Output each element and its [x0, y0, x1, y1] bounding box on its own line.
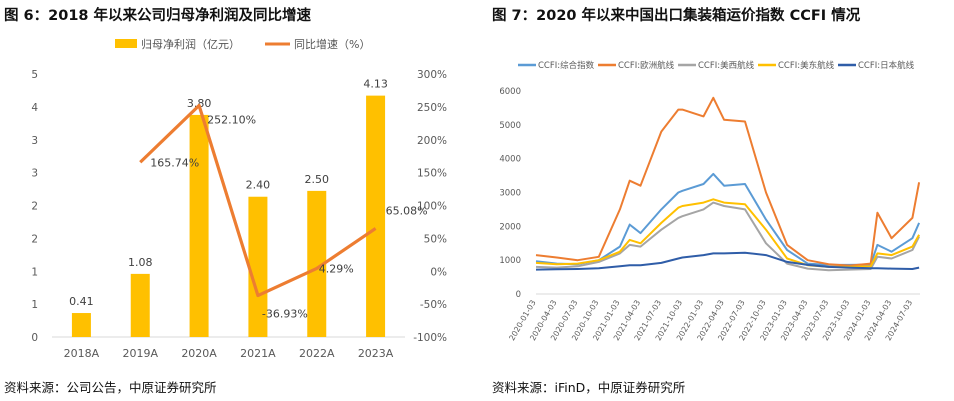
x-tick-label: 2023A [358, 347, 394, 360]
figure-6-source: 资料来源：公司公告，中原证券研究所 [4, 380, 217, 395]
y-right-tick-label: 300% [417, 69, 447, 81]
growth-value-label: 65.08% [386, 204, 428, 217]
y-left-tick-label: 5 [31, 69, 38, 81]
y-left-tick-label: 1 [31, 266, 38, 278]
figure-6-chart: 归母净利润（亿元） 同比增速（%） 5 4 3 3 2 2 1 1 0 300% 250% 200% 150… [31, 37, 447, 360]
legend-label: CCFI:欧洲航线 [618, 60, 675, 71]
figure-7-chart: CCFI:综合指数 CCFI:欧洲航线 CCFI:美西航线 CCFI:美东航线 CCFI… [499, 60, 921, 342]
bar-2021A [248, 196, 268, 337]
bar-2018A [71, 313, 91, 337]
legend-label: CCFI:美西航线 [698, 60, 755, 71]
y-left-tick-label: 2 [31, 233, 38, 245]
bar-value-label: 2.50 [305, 173, 330, 186]
bar-value-label: 2.40 [246, 179, 271, 192]
growth-value-label: 4.29% [319, 262, 354, 275]
y-left-tick-label: 3 [31, 168, 38, 180]
bar-value-label: 1.08 [128, 256, 153, 269]
y-left-tick-label: 1 [31, 299, 38, 311]
legend-label: CCFI:综合指数 [538, 60, 595, 71]
series-line-1 [535, 96, 921, 267]
x-tick-label: 2018A [64, 347, 100, 360]
bar-value-label: 4.13 [363, 78, 388, 91]
figure-6-panel: 图 6：2018 年以来公司归母净利润及同比增速 归母净利润（亿元） 同比增速（%… [0, 0, 470, 401]
bar-2019A [130, 273, 150, 337]
y-tick-label: 0 [516, 290, 521, 300]
growth-value-label: 252.10% [207, 113, 256, 126]
series-line-0 [535, 172, 921, 266]
figure-7-source: 资料来源：iFinD，中原证券研究所 [492, 380, 686, 395]
y-tick-label: 4000 [499, 155, 521, 165]
figure-7-legend: CCFI:综合指数 CCFI:欧洲航线 CCFI:美西航线 CCFI:美东航线 CCFI… [518, 60, 915, 71]
x-tick-label: 2021A [240, 347, 276, 360]
legend-label: CCFI:美东航线 [778, 60, 835, 71]
figure-6-legend: 归母净利润（亿元） 同比增速（%） [115, 37, 370, 51]
y-right-tick-label: 200% [417, 135, 447, 147]
bar-value-label: 3.80 [187, 97, 212, 110]
legend-swatch-bar [115, 39, 137, 48]
series-line-2 [535, 201, 920, 272]
y-right-tick-label: 100% [417, 201, 447, 213]
y-left-tick-label: 0 [31, 332, 38, 344]
bar-2022A [307, 190, 327, 337]
bar-value-label: 0.41 [69, 295, 94, 308]
series-line-4 [535, 251, 920, 271]
growth-value-label: -36.93% [262, 308, 308, 321]
legend-label-bar: 归母净利润（亿元） [141, 37, 240, 51]
legend-label-line: 同比增速（%） [294, 37, 370, 51]
y-right-tick-label: -100% [413, 332, 447, 344]
y-tick-label: 2000 [499, 222, 521, 232]
bar-2020A [189, 114, 209, 338]
y-right-tick-label: 150% [417, 168, 447, 180]
x-tick-label: 2022A [299, 347, 335, 360]
y-right-tick-label: 250% [417, 102, 447, 114]
bar-2023A [366, 95, 386, 337]
y-tick-label: 5000 [499, 121, 521, 131]
y-right-tick-label: 50% [424, 233, 447, 245]
y-tick-label: 3000 [499, 189, 521, 199]
y-tick-label: 1000 [499, 256, 521, 266]
growth-line [139, 103, 377, 298]
legend-label: CCFI:日本航线 [858, 60, 915, 71]
growth-value-label: 165.74% [150, 156, 199, 169]
y-left-tick-label: 3 [31, 135, 38, 147]
y-right-tick-label: 0% [430, 266, 447, 278]
x-tick-label: 2020A [181, 347, 217, 360]
y-right-tick-label: -50% [420, 299, 447, 311]
y-left-tick-label: 4 [31, 102, 38, 114]
x-tick-label: 2019A [122, 347, 158, 360]
y-left-tick-label: 2 [31, 201, 38, 213]
figure-7-title: 图 7：2020 年以来中国出口集装箱运价指数 CCFI 情况 [492, 8, 861, 24]
figure-6-title: 图 6：2018 年以来公司归母净利润及同比增速 [4, 8, 312, 24]
y-tick-label: 6000 [499, 87, 521, 97]
figure-7-panel: 图 7：2020 年以来中国出口集装箱运价指数 CCFI 情况 CCFI:综合指… [488, 0, 954, 401]
series-line-3 [535, 198, 920, 268]
